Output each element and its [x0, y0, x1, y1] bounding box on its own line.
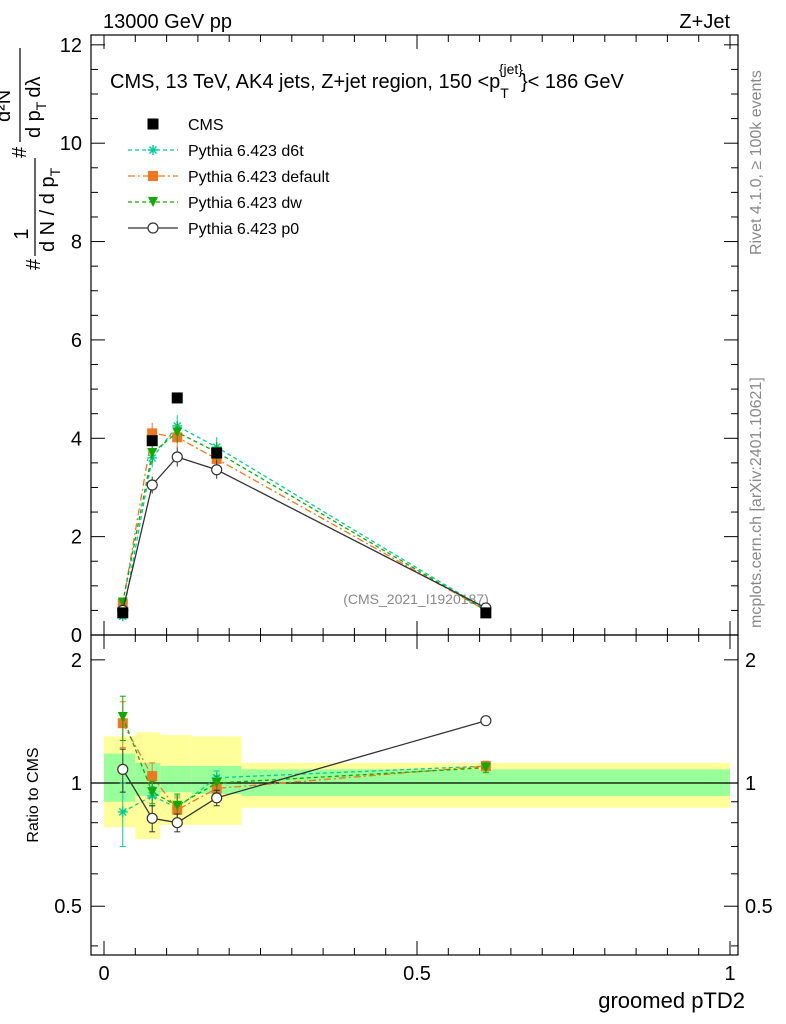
- series-cms: [117, 392, 492, 619]
- ratio-point: [117, 806, 128, 817]
- legend-label: Pythia 6.423 d6t: [188, 143, 304, 160]
- legend-marker: [147, 222, 159, 234]
- legend-label: Pythia 6.423 default: [188, 169, 330, 186]
- svg-text:d pTdλ: d pTdλ: [23, 77, 49, 139]
- svg-text:d N / d pT: d N / d pT: [37, 167, 63, 252]
- legend-marker: [147, 118, 159, 130]
- ratio-band-stat: [160, 766, 192, 793]
- y-tick-label: 4: [71, 428, 82, 450]
- chart-title: CMS, 13 TeV, AK4 jets, Z+jet region, 150…: [110, 61, 624, 101]
- y-tick-label: 6: [71, 330, 82, 352]
- mcplots-label: mcplots.cern.ch [arXiv:2401.10621]: [748, 377, 765, 628]
- legend-marker: [148, 145, 158, 155]
- data-point: [480, 607, 492, 619]
- legend-label: Pythia 6.423 p0: [188, 221, 299, 238]
- ratio-tick-label-right: 0.5: [745, 896, 773, 918]
- svg-text:#: #: [9, 146, 31, 158]
- ratio-point: [171, 817, 183, 829]
- x-tick-label: 0.5: [403, 963, 431, 985]
- svg-text:1: 1: [11, 228, 33, 239]
- y-tick-label: 12: [60, 35, 82, 57]
- series-point: [147, 428, 158, 439]
- ratio-point: [147, 771, 158, 782]
- x-tick-label: 1: [724, 963, 735, 985]
- ratio-line: [122, 722, 486, 811]
- legend: CMS Pythia 6.423 d6t Pythia 6.423 default P…: [128, 117, 330, 238]
- ratio-band-stat: [104, 753, 136, 802]
- legend-label: CMS: [188, 117, 224, 134]
- ratio-point: [211, 778, 222, 789]
- y-tick-label: 2: [71, 527, 82, 549]
- svg-text:d²N: d²N: [0, 90, 15, 122]
- ratio-series-2: [117, 695, 491, 819]
- series-point: [211, 464, 223, 476]
- ratio-tick-label: 0.5: [54, 896, 82, 918]
- ratio-point: [117, 711, 128, 722]
- x-axis-label: groomed pTD2: [598, 988, 745, 1013]
- legend-marker: [148, 197, 158, 207]
- series-point: [172, 427, 183, 438]
- ratio-point: [146, 812, 158, 824]
- data-point: [171, 392, 183, 404]
- ratio-series-3: [117, 715, 492, 833]
- legend-label: Pythia 6.423 dw: [188, 195, 302, 212]
- legend-marker: [148, 171, 158, 181]
- series-2: [117, 421, 491, 616]
- y-axis-label: # 1 d N / d pT # d²N d pTdλ: [0, 48, 63, 270]
- ratio-bands: [91, 732, 738, 839]
- legend-entry-0: CMS: [147, 117, 224, 134]
- series-line: [122, 425, 487, 617]
- ratio-point: [117, 763, 129, 775]
- ratio-tick-label: 1: [71, 773, 82, 795]
- y-tick-label: 0: [71, 625, 82, 647]
- ratio-y-label: Ratio to CMS: [25, 747, 42, 842]
- ratio-series-group: [117, 695, 492, 847]
- y-tick-label: 8: [71, 232, 82, 254]
- legend-entry-4: Pythia 6.423 p0: [128, 221, 299, 238]
- header-left: 13000 GeV pp: [103, 11, 232, 33]
- series-point: [171, 451, 183, 463]
- ratio-point: [172, 800, 183, 811]
- ratio-tick-label-right: 2: [745, 650, 756, 672]
- data-point: [211, 447, 223, 459]
- analysis-watermark: (CMS_2021_I1920187): [343, 591, 489, 607]
- ratio-point: [480, 715, 492, 727]
- axis-ticks: [91, 35, 738, 955]
- data-point: [146, 435, 158, 447]
- ratio-point: [147, 787, 158, 798]
- series-point: [147, 448, 158, 459]
- header-right: Z+Jet: [679, 11, 730, 33]
- series-group: [117, 392, 492, 622]
- legend-entry-3: Pythia 6.423 dw: [128, 195, 302, 212]
- ratio-point: [211, 792, 223, 804]
- legend-entry-2: Pythia 6.423 default: [128, 169, 330, 186]
- ratio-tick-label-right: 1: [745, 773, 756, 795]
- series-line: [122, 456, 487, 611]
- ratio-tick-label: 2: [71, 650, 82, 672]
- y-tick-label: 10: [60, 133, 82, 155]
- rivet-label: Rivet 4.1.0, ≥ 100k events: [748, 70, 765, 255]
- series-point: [146, 479, 158, 491]
- ratio-frame: [90, 634, 739, 956]
- data-point: [117, 607, 129, 619]
- x-tick-label: 0: [98, 963, 109, 985]
- svg-text:#: #: [23, 258, 45, 270]
- series-1: [117, 422, 491, 616]
- legend-entry-1: Pythia 6.423 d6t: [128, 143, 304, 160]
- ratio-point: [480, 762, 491, 773]
